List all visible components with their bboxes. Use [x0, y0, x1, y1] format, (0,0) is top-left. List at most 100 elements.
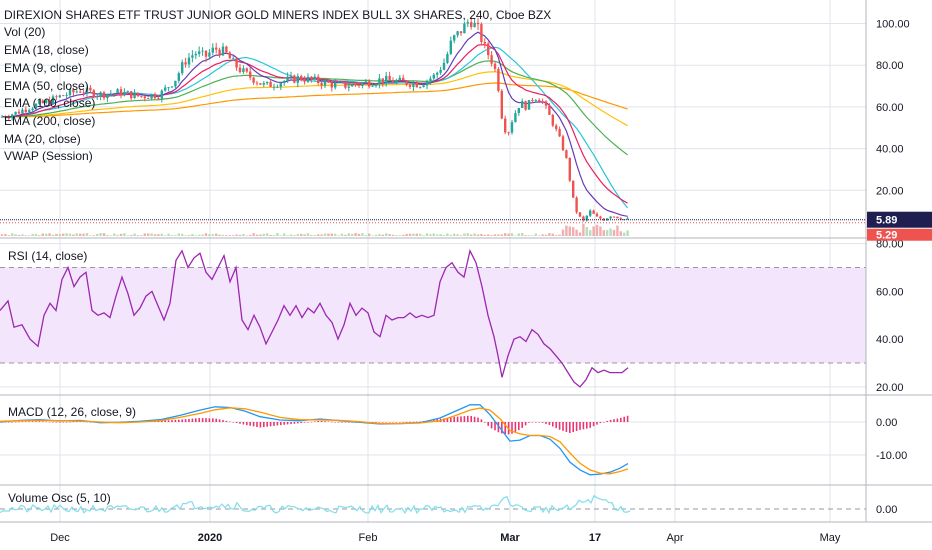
volume-bar: [140, 235, 143, 236]
volume-bar: [527, 235, 531, 236]
candle-body: [68, 89, 72, 96]
volume-bar: [109, 235, 112, 236]
volume-bar: [589, 230, 592, 236]
macd-lines: [0, 404, 629, 476]
candle-body: [191, 55, 194, 58]
macd-histogram-bar: [198, 418, 200, 422]
candle-body: [507, 132, 510, 134]
macd-histogram-bar: [603, 421, 605, 423]
volume-bar: [347, 233, 350, 236]
volume-bar: [320, 234, 323, 236]
volume-bar: [133, 233, 136, 236]
volume-bar: [408, 233, 412, 236]
volume-bar: [364, 235, 367, 236]
macd-histogram-bar: [331, 421, 333, 423]
volume-bar: [157, 234, 160, 236]
volume-bar: [578, 232, 582, 236]
volume-bar: [422, 235, 425, 236]
candle-body: [21, 109, 24, 114]
candles[interactable]: [0, 17, 629, 222]
candle-body: [551, 114, 554, 126]
volume-bar: [310, 235, 313, 236]
candle-body: [449, 40, 452, 54]
volume-bar: [456, 234, 459, 236]
candle-body: [300, 76, 303, 81]
price-tick: 60.00: [876, 102, 904, 114]
volume-bar: [524, 235, 527, 236]
candle-body: [371, 85, 374, 87]
volume-bar: [531, 235, 534, 236]
macd-histogram-bar: [14, 421, 17, 423]
candle-body: [531, 100, 534, 102]
macd-histogram-bar: [341, 422, 343, 423]
macd-histogram-bar: [599, 422, 602, 424]
candle-body: [17, 111, 21, 114]
volume-bar: [453, 233, 456, 236]
price-axis[interactable]: 100.00 80.00 60.00 40.00 20.00 80.00 60.00 40.0…: [876, 19, 910, 517]
candle-body: [99, 92, 102, 97]
candle-body: [463, 23, 466, 34]
last-price-label-2: 5.29: [876, 230, 897, 242]
volume-bar: [538, 235, 541, 236]
candle-body: [252, 77, 255, 83]
macd-histogram-bar: [582, 422, 585, 430]
volume-bar: [470, 234, 473, 236]
volume-bar: [204, 233, 208, 236]
candle-body: [82, 92, 85, 94]
candle-body: [31, 108, 34, 111]
macd-histogram-bar: [167, 420, 170, 422]
candle-body: [500, 90, 503, 119]
macd-histogram-bar: [446, 417, 449, 422]
time-axis[interactable]: Dec 2020 Feb Mar 17 Apr May: [50, 532, 841, 544]
macd-histogram-bar: [300, 422, 302, 424]
macd-histogram-bar: [235, 422, 238, 423]
candle-body: [55, 96, 58, 98]
macd-histogram-bar: [201, 418, 204, 422]
time-tick: Feb: [359, 532, 378, 544]
macd-histogram-bar: [521, 422, 523, 428]
candle-body: [194, 53, 197, 56]
candle-body: [89, 87, 92, 91]
candle-body: [41, 100, 44, 103]
time-tick: 2020: [198, 532, 222, 544]
candle-body: [177, 73, 180, 81]
volume-bar: [534, 233, 537, 236]
volume-bar: [48, 233, 51, 236]
candle-body: [619, 218, 622, 220]
macd-histogram-bar: [477, 417, 479, 422]
volume-bar: [174, 235, 177, 236]
macd-histogram-bar: [626, 415, 629, 422]
volume-bar: [592, 226, 595, 236]
volume-bar: [136, 235, 140, 236]
macd-histogram-bar: [467, 415, 469, 422]
volume-bar: [296, 234, 299, 236]
volume-bar: [164, 235, 167, 236]
candle-body: [140, 96, 143, 97]
macd-histogram-bar: [178, 419, 180, 422]
candle-body: [198, 51, 201, 54]
candle-body: [286, 76, 289, 82]
macd-histogram-bar: [218, 419, 221, 422]
candle-body: [429, 78, 432, 81]
rsi-tick: 60.00: [876, 286, 904, 298]
volume-bar: [28, 235, 31, 236]
candle-body: [609, 216, 612, 219]
candle-body: [0, 116, 4, 118]
macd-histogram-bar: [171, 420, 173, 422]
macd-histogram-bar: [385, 422, 387, 423]
macd-histogram-bar: [259, 422, 262, 428]
volume-bar: [259, 234, 262, 236]
rsi-tick: 20.00: [876, 382, 904, 394]
volume-bar: [17, 234, 21, 236]
candle-body: [215, 47, 218, 50]
ema-line-2: [1, 46, 629, 209]
candle-body: [425, 80, 429, 86]
volume-bar: [113, 233, 116, 236]
macd-histogram-bar: [405, 421, 408, 423]
macd-histogram-bar: [589, 422, 591, 428]
volume-bar: [388, 234, 391, 236]
volume-bar: [357, 233, 361, 236]
pane-legends: DIREXION SHARES ETF TRUST JUNIOR GOLD MI…: [4, 8, 551, 505]
macd-histogram-bar: [38, 421, 41, 422]
